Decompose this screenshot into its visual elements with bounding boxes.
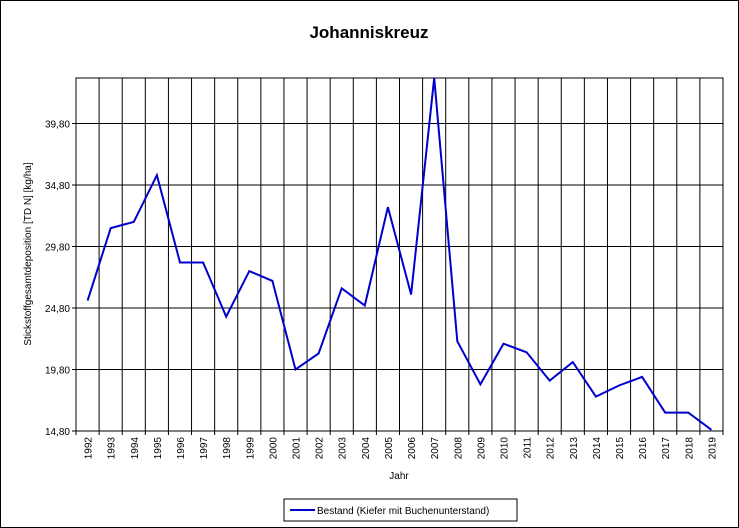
x-tick-label: 2006: [407, 437, 418, 460]
legend: Bestand (Kiefer mit Buchenunterstand): [283, 498, 518, 522]
y-tick-label: 34,80: [45, 181, 70, 192]
x-tick-label: 2004: [361, 437, 372, 460]
x-tick-label: 2011: [523, 437, 534, 459]
x-tick-label: 1997: [199, 437, 210, 460]
x-tick-label: 2001: [292, 437, 303, 460]
x-tick-label: 2014: [592, 437, 603, 460]
x-tick-label: 2010: [499, 437, 510, 460]
chart-title: Johanniskreuz: [309, 23, 428, 42]
x-tick-label: 2013: [569, 437, 580, 460]
x-tick-label: 2017: [661, 437, 672, 460]
x-tick-label: 1992: [84, 437, 95, 460]
series-line: [86, 77, 712, 431]
x-tick-label: 2005: [384, 437, 395, 460]
x-tick-label: 2019: [707, 437, 718, 460]
x-tick-label: 1993: [107, 437, 118, 460]
x-tick-label: 2009: [476, 437, 487, 460]
y-axis-label: Stickstoffgesamtdeposition [TD N] [kg/ha…: [23, 162, 34, 345]
x-tick-label: 2000: [268, 437, 279, 460]
x-tick-label: 1999: [245, 437, 256, 460]
x-tick-label: 2016: [638, 437, 649, 460]
series-layer: [86, 77, 712, 431]
x-axis-ticks: 1992 1993 1994 1995 1996 1997 1998 1999 2000 2001…: [75, 431, 724, 460]
legend-label: Bestand (Kiefer mit Buchenunterstand): [317, 506, 489, 517]
y-tick-label: 39,80: [45, 120, 70, 131]
x-tick-label: 2018: [684, 437, 695, 460]
x-tick-label: 1994: [130, 437, 141, 460]
y-tick-label: 29,80: [45, 243, 70, 254]
x-axis-label: Jahr: [389, 471, 409, 482]
y-axis-ticks: 14,80 19,80 24,80 29,80 34,80 39,80: [45, 120, 76, 438]
x-tick-label: 2002: [315, 437, 326, 460]
x-tick-label: 2012: [546, 437, 557, 460]
y-tick-label: 19,80: [45, 366, 70, 377]
y-tick-label: 14,80: [45, 427, 70, 438]
x-tick-label: 2015: [615, 437, 626, 460]
y-tick-label: 24,80: [45, 304, 70, 315]
x-tick-label: 1996: [176, 437, 187, 460]
x-tick-label: 1995: [153, 437, 164, 460]
x-tick-label: 2008: [453, 437, 464, 460]
x-tick-label: 2007: [430, 437, 441, 460]
x-tick-label: 2003: [338, 437, 349, 460]
grid-layer: [76, 78, 723, 431]
legend-box: [283, 498, 518, 522]
x-tick-label: 1998: [222, 437, 233, 460]
